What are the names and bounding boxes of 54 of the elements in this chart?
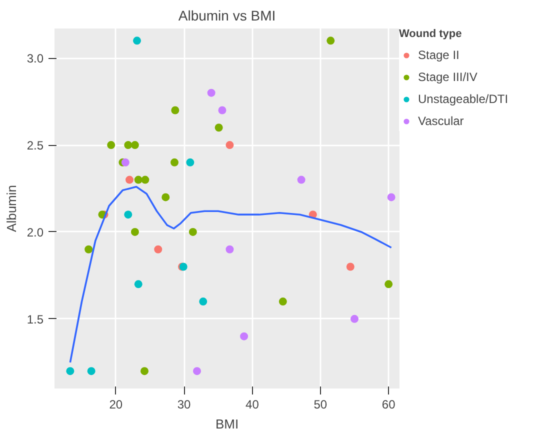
legend-title: Wound type: [399, 28, 463, 40]
point: [141, 176, 150, 184]
y-tick-label: 1.5: [26, 312, 44, 326]
point: [154, 245, 162, 254]
point: [193, 367, 201, 376]
point: [130, 228, 139, 236]
x-tick-label: 30: [177, 398, 192, 412]
legend-label: Stage III/IV: [418, 70, 478, 84]
point: [326, 36, 335, 45]
point: [107, 141, 116, 150]
point: [124, 210, 132, 219]
point: [134, 280, 142, 288]
chart-title: Albumin vs BMI: [178, 8, 276, 24]
point: [226, 141, 234, 150]
point: [66, 367, 74, 376]
point: [278, 298, 287, 306]
x-tick-label: 20: [109, 398, 123, 412]
point: [87, 367, 96, 376]
point: [346, 262, 354, 271]
point: [199, 298, 208, 306]
point: [297, 176, 306, 184]
point: [133, 36, 141, 45]
point: [124, 141, 132, 150]
point: [140, 367, 148, 376]
x-tick-label: 60: [382, 398, 396, 412]
legend-label: Unstageable/DTI: [418, 92, 508, 106]
point: [384, 280, 393, 288]
point: [226, 245, 234, 254]
point: [350, 314, 358, 323]
y-tick-label: 3.0: [26, 52, 44, 66]
point: [186, 158, 194, 166]
point: [121, 158, 130, 166]
x-tick-label: 50: [314, 398, 328, 412]
point: [214, 124, 223, 132]
point: [387, 193, 396, 202]
point: [170, 158, 178, 166]
y-axis-title: Albumin: [4, 185, 19, 232]
legend-label: Stage II: [418, 48, 460, 62]
line-series: [69, 186, 392, 364]
point: [171, 106, 180, 114]
x-axis-title: BMI: [215, 416, 239, 432]
x-tick-label: 40: [246, 398, 260, 412]
point: [218, 106, 226, 114]
point: [240, 332, 248, 340]
point: [188, 228, 197, 236]
point: [134, 176, 142, 184]
point: [130, 141, 139, 150]
point: [126, 176, 134, 184]
y-tick-label: 2.0: [26, 225, 44, 240]
y-tick-label: 2.5: [26, 138, 44, 153]
point: [162, 193, 170, 202]
point: [207, 88, 216, 97]
point: [84, 245, 93, 254]
legend-label: Vascular: [418, 114, 464, 128]
